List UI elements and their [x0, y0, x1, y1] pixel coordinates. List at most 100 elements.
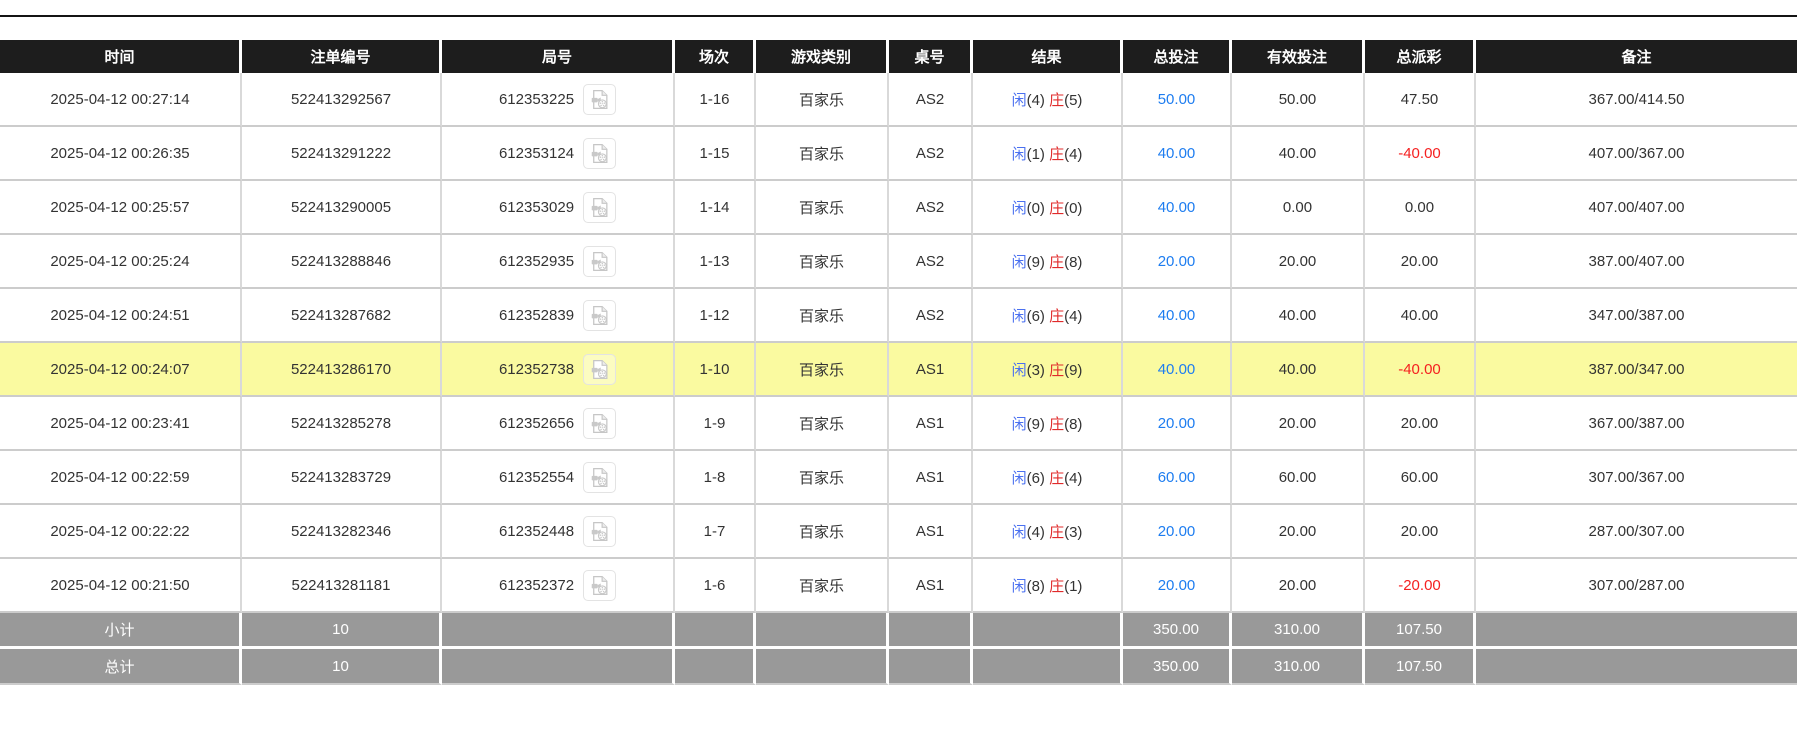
table-no-cell: AS1 — [889, 559, 973, 613]
table-row[interactable]: 2025-04-12 00:23:41 522413285278 612352656… — [0, 397, 1797, 451]
game-type-cell: 百家乐 — [756, 73, 889, 127]
round-id-group: 612352372 — [498, 569, 617, 601]
valid-bet-cell: 20.00 — [1232, 397, 1365, 451]
player-result-points: (0) — [1026, 199, 1050, 217]
column-header-round_id: 局号 — [442, 40, 675, 73]
round-id: 612353029 — [498, 198, 575, 216]
banker-result-points: (0) — [1064, 199, 1083, 217]
total-bet-link[interactable]: 40.00 — [1157, 360, 1196, 378]
valid-bet-cell: 40.00 — [1232, 343, 1365, 397]
video-replay-button[interactable] — [583, 191, 617, 223]
total-bet-link[interactable]: 60.00 — [1157, 468, 1196, 486]
round-id: 612353225 — [498, 90, 575, 108]
table-row[interactable]: 2025-04-12 00:27:14 522413292567 612353225… — [0, 73, 1797, 127]
banker-result-points: (4) — [1064, 145, 1083, 163]
bet-id-cell: 522413282346 — [242, 505, 442, 559]
bet-id-cell: 522413285278 — [242, 397, 442, 451]
subtotal-empty-remark — [1476, 613, 1797, 649]
total-empty-result — [973, 649, 1123, 685]
banker-result-label: 庄 — [1049, 145, 1065, 163]
video-replay-button[interactable] — [583, 245, 617, 277]
banker-result-label: 庄 — [1049, 469, 1065, 487]
result-cell: 闲(4) 庄(3) — [973, 505, 1123, 559]
table-row[interactable]: 2025-04-12 00:21:50 522413281181 612352372… — [0, 559, 1797, 613]
banker-result-points: (1) — [1064, 577, 1083, 595]
session-cell: 1-9 — [675, 397, 756, 451]
time-cell: 2025-04-12 00:24:07 — [0, 343, 242, 397]
round-id-cell: 612352839 — [442, 289, 675, 343]
video-replay-icon — [591, 575, 608, 595]
player-result-points: (4) — [1026, 523, 1050, 541]
round-id: 612352372 — [498, 576, 575, 594]
total-bet-link[interactable]: 20.00 — [1157, 414, 1196, 432]
game-type-cell: 百家乐 — [756, 235, 889, 289]
total-bet-link[interactable]: 40.00 — [1157, 198, 1196, 216]
video-replay-button[interactable] — [583, 461, 617, 493]
table-row[interactable]: 2025-04-12 00:26:35 522413291222 612353124… — [0, 127, 1797, 181]
bet-id-cell: 522413290005 — [242, 181, 442, 235]
video-replay-button[interactable] — [583, 83, 617, 115]
session-cell: 1-6 — [675, 559, 756, 613]
video-replay-button[interactable] — [583, 515, 617, 547]
player-result-points: (8) — [1026, 577, 1050, 595]
time-cell: 2025-04-12 00:25:57 — [0, 181, 242, 235]
time-cell: 2025-04-12 00:22:59 — [0, 451, 242, 505]
time-cell: 2025-04-12 00:25:24 — [0, 235, 242, 289]
total-bet-link[interactable]: 20.00 — [1157, 522, 1196, 540]
video-replay-button[interactable] — [583, 137, 617, 169]
round-id-cell: 612352935 — [442, 235, 675, 289]
total-bet-link[interactable]: 20.00 — [1157, 576, 1196, 594]
player-result-points: (9) — [1026, 253, 1050, 271]
table-row[interactable]: 2025-04-12 00:22:59 522413283729 612352554… — [0, 451, 1797, 505]
video-replay-button[interactable] — [583, 569, 617, 601]
video-replay-icon — [591, 521, 608, 541]
total-bet-cell: 20.00 — [1123, 235, 1232, 289]
video-replay-icon — [591, 89, 608, 109]
table-row[interactable]: 2025-04-12 00:24:51 522413287682 612352839… — [0, 289, 1797, 343]
game-type-cell: 百家乐 — [756, 397, 889, 451]
subtotal-empty-table-no — [889, 613, 973, 649]
bet-id-cell: 522413292567 — [242, 73, 442, 127]
remark-cell: 407.00/367.00 — [1476, 127, 1797, 181]
banker-result-label: 庄 — [1049, 253, 1065, 271]
round-id: 612352839 — [498, 306, 575, 324]
video-replay-button[interactable] — [583, 299, 617, 331]
round-id-group: 612352656 — [499, 407, 617, 439]
video-replay-icon — [591, 305, 608, 325]
player-result-label: 闲 — [1011, 577, 1027, 595]
remark-cell: 307.00/287.00 — [1476, 559, 1797, 613]
player-result-points: (6) — [1026, 307, 1050, 325]
video-replay-button[interactable] — [583, 407, 617, 439]
table-header: 时间 注单编号 局号 场次 游戏类别 桌号 结果 总投注 有效投注 总派彩 备注 — [0, 40, 1797, 73]
player-result-label: 闲 — [1011, 253, 1027, 271]
table-no-cell: AS1 — [889, 343, 973, 397]
round-id-group: 612353124 — [499, 137, 617, 169]
total-bet-cell: 40.00 — [1123, 181, 1232, 235]
table-row[interactable]: 2025-04-12 00:22:22 522413282346 612352448… — [0, 505, 1797, 559]
column-header-bet_id: 注单编号 — [242, 40, 442, 73]
total-bet-link[interactable]: 50.00 — [1157, 90, 1196, 108]
total-bet-link[interactable]: 20.00 — [1157, 252, 1196, 270]
result-cell: 闲(1) 庄(4) — [973, 127, 1123, 181]
result-cell: 闲(9) 庄(8) — [973, 235, 1123, 289]
total-empty-table-no — [889, 649, 973, 685]
subtotal-empty-round-id — [442, 613, 675, 649]
session-cell: 1-13 — [675, 235, 756, 289]
bet-id-cell: 522413281181 — [242, 559, 442, 613]
video-replay-button[interactable] — [583, 353, 617, 385]
total-bet-cell: 40.00 — [1123, 289, 1232, 343]
table-row[interactable]: 2025-04-12 00:25:57 522413290005 612353029… — [0, 181, 1797, 235]
round-id-group: 612352738 — [499, 353, 617, 385]
total-bet-cell: 20.00 — [1123, 559, 1232, 613]
table-row[interactable]: 2025-04-12 00:25:24 522413288846 612352935… — [0, 235, 1797, 289]
remark-cell: 407.00/407.00 — [1476, 181, 1797, 235]
round-id-group: 612352935 — [499, 245, 617, 277]
total-bet-link[interactable]: 40.00 — [1157, 306, 1196, 324]
valid-bet-cell: 20.00 — [1232, 505, 1365, 559]
table-header-row: 时间 注单编号 局号 场次 游戏类别 桌号 结果 总投注 有效投注 总派彩 备注 — [0, 40, 1797, 73]
table-no-cell: AS1 — [889, 397, 973, 451]
total-bet-link[interactable]: 40.00 — [1157, 144, 1196, 162]
banker-result-points: (9) — [1064, 361, 1083, 379]
table-row[interactable]: 2025-04-12 00:24:07 522413286170 612352738… — [0, 343, 1797, 397]
total-bet-cell: 20.00 — [1123, 505, 1232, 559]
